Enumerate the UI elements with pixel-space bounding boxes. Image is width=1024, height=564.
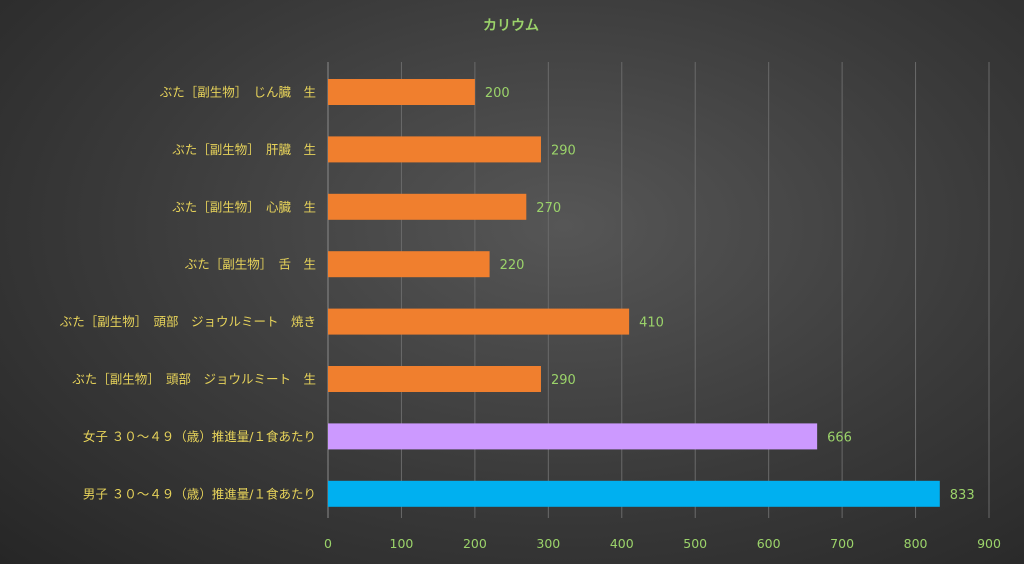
x-tick-label: 600 <box>757 536 781 551</box>
bar <box>328 366 541 392</box>
data-label: 290 <box>551 143 576 158</box>
x-tick-label: 400 <box>610 536 634 551</box>
chart-title: カリウム <box>483 18 539 34</box>
data-label: 290 <box>551 373 576 388</box>
bar <box>328 251 490 278</box>
x-tick-label: 700 <box>830 536 854 551</box>
category-label: 男子 ３０～４９（歳）推進量/１食あたり <box>83 486 316 501</box>
bar <box>328 136 541 163</box>
data-label: 270 <box>536 201 561 216</box>
bar <box>328 308 630 335</box>
data-label: 666 <box>827 430 852 445</box>
category-label: ぶた［副生物］ 心臓 生 <box>172 199 316 214</box>
x-tick-label: 0 <box>324 536 332 551</box>
data-label: 410 <box>639 316 664 331</box>
x-tick-label: 200 <box>463 536 487 551</box>
category-label: ぶた［副生物］ 頭部 ジョウルミート 生 <box>72 372 316 387</box>
category-label: 女子 ３０～４９（歳）推進量/１食あたり <box>83 429 316 444</box>
category-label: ぶた［副生物］ 肝臓 生 <box>172 142 316 157</box>
x-tick-label: 100 <box>390 536 414 551</box>
bar <box>328 480 940 507</box>
x-tick-label: 900 <box>977 536 1001 551</box>
x-tick-label: 500 <box>683 536 707 551</box>
category-label: ぶた［副生物］ じん臓 生 <box>160 85 316 100</box>
bar <box>328 423 818 450</box>
data-label: 220 <box>500 258 525 273</box>
value-labels: 200 290 270 220 410 290 666 833 <box>485 86 975 503</box>
category-labels: ぶた［副生物］ じん臓 生ぶた［副生物］ 肝臓 生ぶた［副生物］ 心臓 生ぶた［… <box>60 85 316 502</box>
category-label: ぶた［副生物］ 頭部 ジョウルミート 焼き <box>60 314 316 329</box>
data-label: 833 <box>950 488 975 503</box>
gridlines <box>327 62 990 518</box>
category-label: ぶた［副生物］ 舌 生 <box>185 257 316 272</box>
bar <box>328 193 527 220</box>
bars <box>328 79 940 507</box>
bar <box>328 79 475 105</box>
x-tick-label: 300 <box>536 536 560 551</box>
data-label: 200 <box>485 86 510 101</box>
x-axis-tick-labels: 0 100 200 300 400 500 600 700 800 900 <box>324 536 1001 551</box>
x-tick-label: 800 <box>904 536 928 551</box>
